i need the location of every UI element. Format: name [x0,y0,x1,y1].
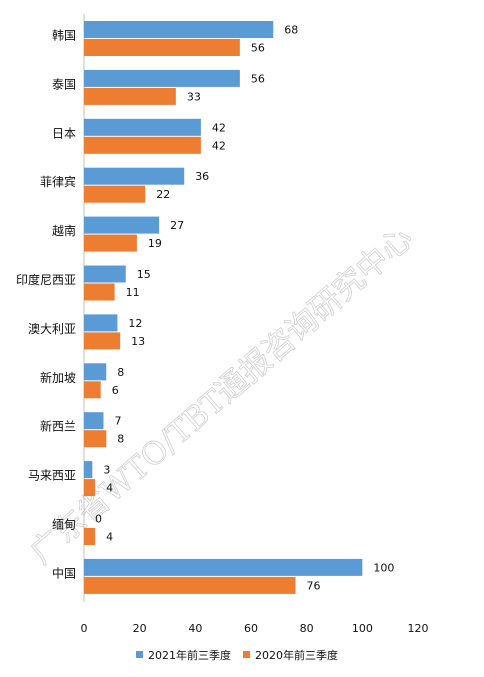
category-label-9: 马来西亚 [28,469,76,483]
value-label-2020-7: 6 [112,384,119,397]
value-label-2020-8: 8 [117,433,124,446]
category-label-11: 中国 [52,565,76,580]
value-label-2020-1: 33 [187,90,201,103]
legend-label-1: 2020年前三季度 [255,648,338,662]
legend-swatch-1 [243,651,250,658]
value-label-2021-8: 7 [114,415,121,428]
value-label-2020-10: 4 [106,531,113,544]
bar-2021-1 [84,69,240,87]
category-label-4: 越南 [52,223,76,238]
value-label-2021-9: 3 [103,464,110,477]
bar-2021-7 [84,363,107,381]
bar-2020-7 [84,381,101,399]
category-label-8: 新西兰 [40,419,76,434]
bar-2020-3 [84,185,146,203]
bar-2021-2 [84,118,201,136]
value-label-2021-2: 42 [212,121,226,134]
value-label-2021-1: 56 [251,72,265,85]
category-label-6: 澳大利亚 [28,322,76,336]
value-label-2021-7: 8 [117,366,124,379]
bar-2021-9 [84,461,93,479]
bar-2020-4 [84,234,137,252]
bar-2020-10 [84,528,96,545]
legend-swatch-0 [136,651,143,658]
value-label-2020-6: 13 [131,335,145,348]
x-tick-label-6: 120 [408,622,429,635]
value-label-2021-5: 15 [137,268,151,281]
bar-2020-0 [84,39,240,56]
x-tick-label-4: 80 [300,622,314,635]
category-label-10: 缅甸 [52,517,76,531]
value-labels: 6856563342423622271915111213867834041007… [95,24,394,593]
bar-2020-8 [84,430,107,448]
category-label-3: 菲律宾 [40,174,76,189]
x-tick-label-5: 100 [352,622,373,635]
category-label-7: 新加坡 [40,370,76,385]
category-label-2: 日本 [52,126,76,140]
bar-2020-11 [84,576,296,594]
value-label-2020-9: 4 [106,482,113,495]
bar-2021-4 [84,216,160,234]
value-label-2020-5: 11 [126,286,140,299]
value-label-2021-0: 68 [284,24,298,37]
bar-2021-6 [84,314,118,332]
x-tick-label-2: 40 [188,622,202,635]
bar-2020-1 [84,87,176,105]
category-label-1: 泰国 [52,77,76,91]
value-label-2021-11: 100 [373,561,394,574]
bar-2021-5 [84,265,126,283]
value-label-2020-3: 22 [156,188,170,201]
watermark-text: 广东省WTO/TBT通报咨询研究中心 [24,220,420,571]
value-label-2020-11: 76 [307,579,321,592]
category-label-0: 韩国 [52,27,76,42]
value-label-2021-6: 12 [128,317,142,330]
x-tick-label-0: 0 [81,622,88,635]
value-label-2021-4: 27 [170,219,184,232]
category-label-5: 印度尼西亚 [16,272,76,287]
value-label-2021-10: 0 [95,513,102,526]
bar-2020-6 [84,332,121,350]
legend-label-0: 2021年前三季度 [148,648,231,662]
bar-2021-11 [84,558,363,576]
legend: 2021年前三季度 2020年前三季度 [136,648,338,662]
x-tick-label-1: 20 [133,622,147,635]
bar-2020-2 [84,136,201,154]
bar-2021-8 [84,412,104,430]
bar-2020-5 [84,283,115,301]
value-label-2020-0: 56 [251,42,265,55]
value-label-2021-3: 36 [195,170,209,183]
bar-2020-9 [84,479,96,497]
value-label-2020-4: 19 [148,237,162,250]
value-label-2020-2: 42 [212,139,226,152]
x-tick-label-3: 60 [244,622,258,635]
bar-2021-0 [84,21,274,38]
x-tick-labels: 0 20 40 60 80 100 120 [81,622,429,635]
bar-2021-3 [84,167,185,185]
bars [84,21,363,594]
